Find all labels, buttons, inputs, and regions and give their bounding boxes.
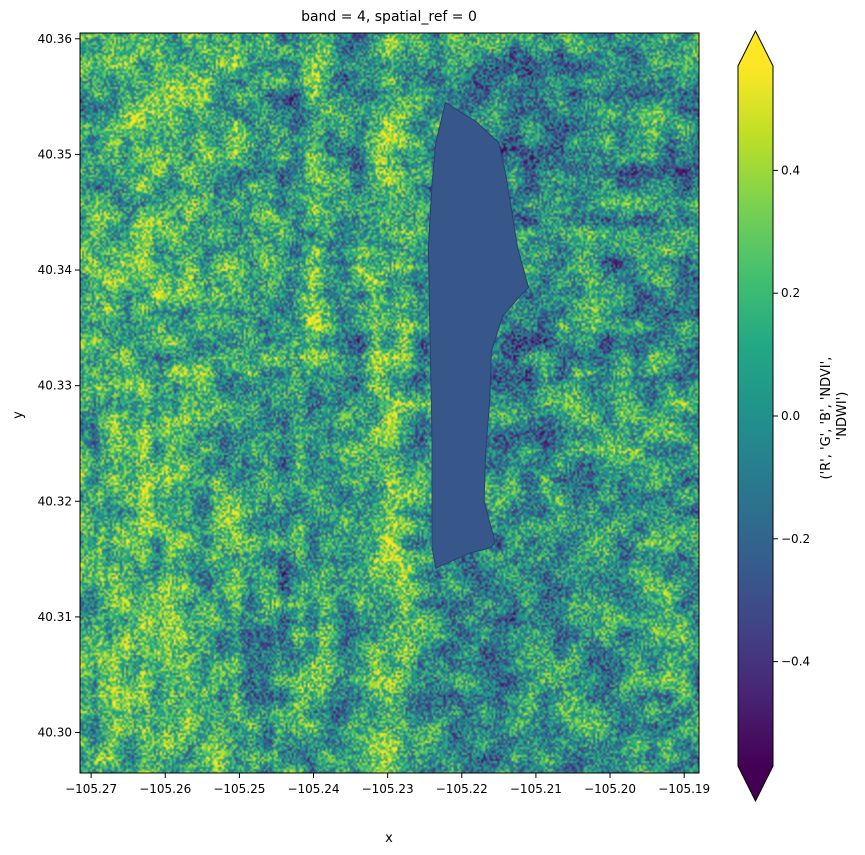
x-tick-label: −105.19 (658, 782, 710, 796)
y-tick-label: 40.30 (38, 726, 72, 740)
y-axis: 40.30 40.31 40.32 40.33 40.34 40.35 40.36 (38, 32, 80, 740)
x-tick-label: −105.27 (65, 782, 117, 796)
y-tick-label: 40.35 (38, 147, 72, 161)
y-tick-label: 40.34 (38, 263, 72, 277)
colorbar-extend-bottom (738, 766, 773, 801)
y-tick-label: 40.32 (38, 494, 72, 508)
colorbar-tick-label: 0.0 (781, 409, 800, 423)
heatmap-raster (80, 33, 699, 773)
y-tick-label: 40.33 (38, 379, 72, 393)
lake-region (427, 101, 530, 570)
colorbar-tick-label: 0.2 (781, 286, 800, 300)
chart-title: band = 4, spatial_ref = 0 (301, 9, 477, 25)
x-tick-label: −105.22 (436, 782, 488, 796)
plot-frame (79, 32, 700, 774)
colorbar-tick-label: 0.4 (781, 163, 800, 177)
x-tick-label: −105.21 (510, 782, 562, 796)
colorbar-gradient (738, 66, 773, 766)
plot-area (80, 33, 699, 773)
colorbar-label-line-1: ('R', 'G', 'B', 'NDVI', (819, 357, 834, 480)
x-tick-label: −105.25 (213, 782, 265, 796)
colorbar-label: ('R', 'G', 'B', 'NDVI', 'NDWI') (819, 353, 850, 480)
y-axis-label: y (11, 411, 26, 419)
colorbar-extend-top (738, 31, 773, 66)
x-tick-label: −105.24 (287, 782, 339, 796)
colorbar-label-line-2: 'NDWI') (835, 392, 850, 441)
x-tick-label: −105.20 (584, 782, 636, 796)
y-tick-label: 40.31 (38, 610, 72, 624)
colorbar-outline (737, 29, 774, 803)
colorbar-tick-label: −0.2 (781, 532, 810, 546)
colorbar: −0.4 −0.2 0.0 0.2 0.4 ('R', 'G', 'B', 'NDVI'… (737, 29, 850, 803)
x-tick-label: −105.26 (139, 782, 191, 796)
x-axis: −105.27 −105.26 −105.25 −105.24 −105.23 −105.… (65, 773, 710, 796)
colorbar-tick-label: −0.4 (781, 655, 810, 669)
colorbar-ticks: −0.4 −0.2 0.0 0.2 0.4 (773, 163, 810, 669)
x-axis-label: x (385, 831, 393, 846)
x-tick-label: −105.23 (362, 782, 414, 796)
y-tick-label: 40.36 (38, 32, 72, 46)
